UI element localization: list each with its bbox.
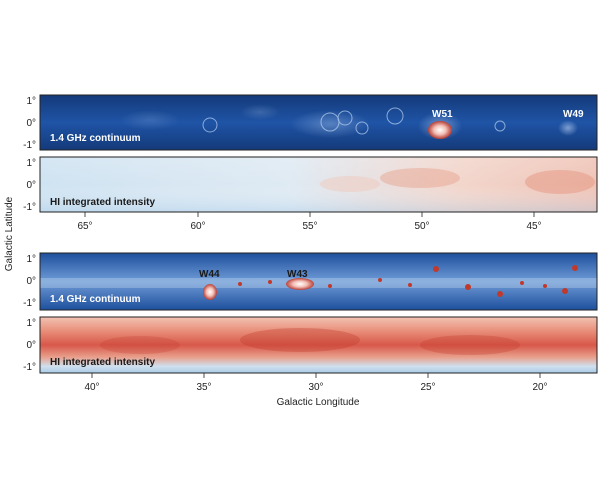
lon-tick: 55° [302, 221, 317, 232]
panel-hi-bottom: HI integrated intensity [39, 316, 598, 374]
latitude-tick-labels: 1° 0° -1° 1° 0° -1° 1° 0° -1° 1° 0° -1° [23, 96, 36, 373]
lat-tick: 0° [26, 118, 36, 129]
panel-hi-top: HI integrated intensity [39, 156, 598, 213]
panel-label: 1.4 GHz continuum [50, 133, 141, 144]
x-axis-title: Galactic Longitude [277, 397, 360, 408]
lat-tick: -1° [23, 298, 36, 309]
lat-tick: -1° [23, 362, 36, 373]
lon-tick: 35° [196, 382, 211, 393]
source-label-w43: W43 [287, 269, 308, 280]
lon-tick: 30° [308, 382, 323, 393]
source-label-w51: W51 [432, 109, 453, 120]
lat-tick: 0° [26, 276, 36, 287]
lon-tick: 20° [532, 382, 547, 393]
lon-tick: 65° [77, 221, 92, 232]
lon-tick: 50° [414, 221, 429, 232]
lon-tick: 45° [526, 221, 541, 232]
lat-tick: 1° [26, 254, 36, 265]
lat-tick: -1° [23, 140, 36, 151]
panel-continuum-bottom: 1.4 GHz continuum W44 W43 [39, 252, 598, 311]
source-label-w44: W44 [199, 269, 220, 280]
lon-tick: 60° [190, 221, 205, 232]
lon-tick: 25° [420, 382, 435, 393]
longitude-tick-marks [84, 212, 541, 378]
lat-tick: 1° [26, 96, 36, 107]
longitude-tick-labels-top: 65° 60° 55° 50° 45° [77, 221, 541, 232]
panel-continuum-top: 1.4 GHz continuum W51 W49 [39, 94, 598, 151]
panel-label: HI integrated intensity [50, 197, 155, 208]
lat-tick: -1° [23, 202, 36, 213]
longitude-tick-labels-bottom: 40° 35° 30° 25° 20° [84, 382, 547, 393]
y-axis-title: Galactic Latitude [4, 196, 15, 271]
source-label-w49: W49 [563, 109, 584, 120]
lat-tick: 0° [26, 180, 36, 191]
panel-label: HI integrated intensity [50, 357, 155, 368]
lat-tick: 0° [26, 340, 36, 351]
lon-tick: 40° [84, 382, 99, 393]
lat-tick: 1° [26, 158, 36, 169]
lat-tick: 1° [26, 318, 36, 329]
panel-label: 1.4 GHz continuum [50, 294, 141, 305]
